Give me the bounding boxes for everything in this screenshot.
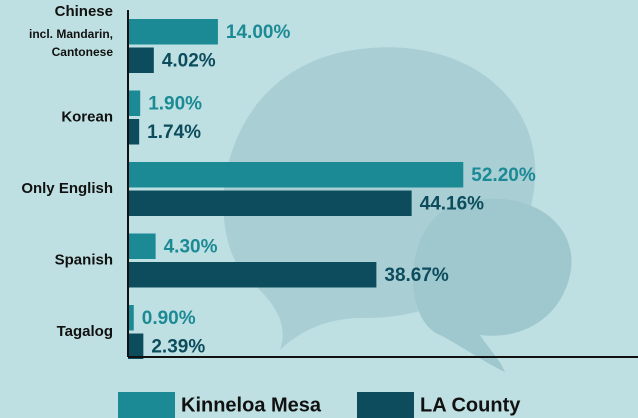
legend-swatch: [357, 392, 414, 418]
value-label: 4.30%: [164, 236, 218, 257]
legend-label: LA County: [420, 394, 521, 416]
value-label: 14.00%: [226, 22, 291, 43]
y-tick-label: Cantonese: [52, 45, 114, 59]
y-tick-label: Korean: [61, 108, 113, 125]
bar: [128, 191, 412, 217]
bar: [128, 262, 376, 288]
bar: [128, 91, 140, 117]
bar: [128, 119, 139, 145]
value-label: 44.16%: [420, 193, 485, 214]
chart: Chinese incl. Mandarin, Cantonese 14.00% 4.0…: [0, 0, 638, 418]
value-label: 0.90%: [142, 308, 196, 329]
value-label: 52.20%: [471, 165, 536, 186]
y-tick-label: Spanish: [55, 251, 113, 268]
legend-swatch: [118, 392, 175, 418]
y-tick-label: Tagalog: [57, 323, 113, 340]
value-label: 1.90%: [148, 93, 202, 114]
y-tick-label: Chinese: [55, 3, 113, 20]
bar: [128, 19, 218, 45]
y-tick-label: incl. Mandarin,: [29, 27, 113, 41]
bar: [128, 334, 143, 360]
y-tick-label: Only English: [21, 180, 113, 197]
bar: [128, 234, 156, 260]
value-label: 4.02%: [162, 50, 216, 71]
bar: [128, 162, 463, 188]
value-label: 2.39%: [151, 336, 205, 357]
bar: [128, 48, 154, 74]
value-label: 1.74%: [147, 122, 201, 143]
value-label: 38.67%: [384, 265, 449, 286]
legend-label: Kinneloa Mesa: [181, 394, 322, 416]
